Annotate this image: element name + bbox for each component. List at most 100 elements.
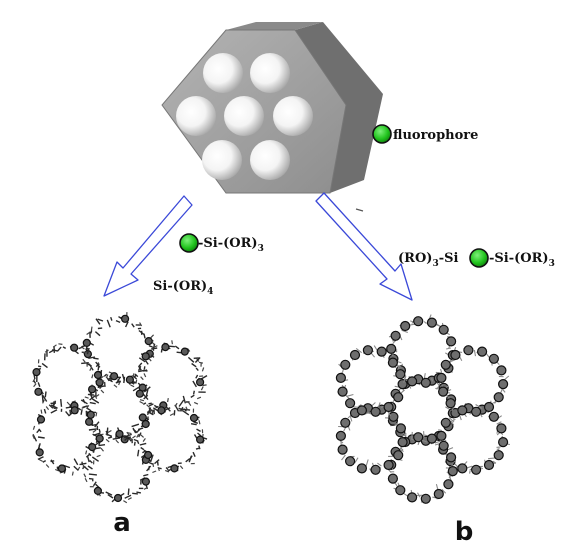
- wall-segment: [143, 486, 148, 490]
- fluorophore-label: fluorophore: [393, 128, 478, 143]
- wall-segment: [200, 386, 204, 391]
- fluorophore-bead: [426, 433, 437, 444]
- wall-segment: [171, 340, 173, 345]
- wall-segment: [178, 407, 183, 411]
- wall-segment: [188, 402, 192, 407]
- wall-segment: [121, 373, 126, 381]
- wall-segment: [88, 356, 96, 359]
- wall-segment: [86, 347, 90, 355]
- wall-segment: [82, 358, 86, 363]
- fluorophore-bead: [390, 330, 401, 341]
- fluorophore-bead: [34, 387, 43, 396]
- wall-segment: [391, 402, 396, 408]
- wall-segment: [151, 409, 154, 414]
- fluorophore-bead: [196, 435, 205, 444]
- panel-a-label: a: [113, 508, 131, 538]
- fluorophore-bead: [420, 493, 431, 504]
- wall-segment: [138, 362, 143, 368]
- wall-segment: [187, 356, 195, 363]
- wall-segment: [138, 369, 144, 373]
- wall-segment: [143, 333, 146, 339]
- wall-segment: [57, 346, 62, 352]
- wall-segment: [37, 436, 45, 439]
- wall-segment: [32, 435, 35, 440]
- fluorophore-bead: [383, 401, 394, 413]
- bridged-silane-right-label: -Si-(OR)3: [489, 251, 555, 269]
- fluorophore-bead: [170, 464, 179, 473]
- fluorophore-bead: [397, 437, 408, 448]
- wall-segment: [192, 380, 198, 388]
- wall-segment: [77, 407, 82, 411]
- fluorophore-bead: [84, 417, 94, 426]
- fluorophore-bead: [88, 443, 97, 452]
- wall-segment: [196, 428, 201, 433]
- wall-segment: [107, 494, 114, 499]
- pore: [224, 96, 264, 136]
- panel-b-label: b: [455, 517, 474, 547]
- fluorophore-bead: [446, 452, 457, 463]
- route-a-reagents: -Si-(OR)3 Si-(OR)4: [153, 233, 264, 297]
- wall-segment: [196, 396, 202, 400]
- wall-segment: [80, 346, 85, 350]
- wall-segment: [435, 371, 442, 374]
- wall-segment: [94, 421, 100, 428]
- wall-segment: [33, 380, 37, 384]
- fluorophore-bead: [457, 405, 468, 416]
- fluorophore-bead: [488, 411, 499, 422]
- wall-segment: [165, 467, 169, 471]
- wall-segment: [95, 363, 100, 368]
- wall-segment: [110, 316, 113, 321]
- wall-segment: [105, 433, 113, 437]
- wall-segment: [38, 428, 42, 433]
- wall-segment: [152, 470, 157, 474]
- wall-segment: [339, 440, 344, 444]
- wall-segment: [91, 374, 94, 379]
- wall-segment: [105, 491, 113, 496]
- fluorophore-bead: [87, 385, 97, 394]
- fluorophore-bead: [161, 343, 170, 352]
- wall-segment: [124, 321, 129, 328]
- wall-segment: [127, 432, 132, 435]
- wall-segment: [401, 329, 408, 334]
- wall-segment: [448, 417, 455, 423]
- wall-segment: [185, 406, 189, 411]
- wall-segment: [431, 378, 434, 382]
- wall-segment: [44, 349, 49, 353]
- wall-segment: [145, 389, 149, 396]
- wall-segment: [377, 462, 382, 467]
- wall-segment: [115, 380, 122, 384]
- wall-segment: [52, 344, 57, 348]
- fluorophore-bead: [370, 406, 381, 417]
- wall-segment: [446, 347, 452, 350]
- wall-segment: [38, 458, 43, 462]
- silane-a-label: -Si-(OR)3: [198, 236, 264, 254]
- fluorophore-bead: [438, 324, 449, 335]
- wall-segment: [195, 367, 199, 372]
- wall-segment: [91, 421, 94, 426]
- wall-segment: [411, 431, 413, 440]
- wall-segment: [143, 373, 147, 378]
- fluorophore-bead: [345, 456, 356, 467]
- wall-segment: [189, 455, 193, 461]
- fluorophore-bead: [337, 386, 348, 397]
- wall-segment: [48, 404, 54, 409]
- wall-segment: [126, 431, 130, 436]
- pore: [176, 96, 216, 136]
- fluorophore-bead: [120, 314, 130, 323]
- wall-segment: [132, 435, 136, 439]
- fluorophore-bead: [388, 411, 399, 422]
- bridged-silane-label: (RO)3-Si: [398, 251, 458, 269]
- fluorophore-bead: [376, 346, 387, 357]
- wall-segment: [150, 354, 155, 358]
- wall-segment: [143, 473, 149, 477]
- fluorophore-bead: [109, 372, 119, 381]
- prism-top-edge: [226, 22, 323, 30]
- wall-segment: [105, 374, 109, 379]
- fluorophore-bead: [471, 464, 482, 475]
- wall-segment: [71, 471, 74, 476]
- wall-segment: [143, 394, 149, 400]
- wall-segment: [136, 440, 140, 445]
- wall-segment: [62, 346, 67, 350]
- wall-segment: [50, 459, 55, 465]
- fluorophore-bead: [57, 464, 67, 473]
